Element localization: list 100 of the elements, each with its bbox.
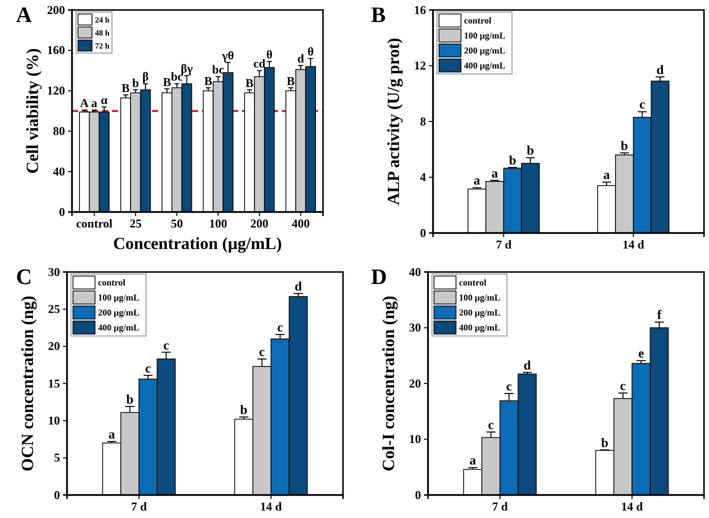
y-tick-label: 25	[48, 302, 60, 316]
annotation: b	[240, 402, 248, 417]
annotation: b	[620, 138, 628, 153]
annotation: b	[526, 142, 534, 158]
chart-title: A	[16, 2, 32, 27]
annotation: θ	[307, 44, 314, 58]
annotation: d	[294, 278, 303, 294]
y-tick-label: 8	[420, 114, 426, 128]
legend-label: 48 h	[95, 28, 110, 38]
legend-label: 100 μg/mL	[98, 292, 140, 302]
x-tick-label: 14 d	[260, 500, 282, 514]
x-tick-label: 14 d	[622, 238, 644, 252]
annotation: b	[601, 434, 608, 450]
annotation: bc	[212, 62, 225, 77]
legend-label: 400 μg/mL	[464, 60, 506, 70]
x-tick-label: 200	[250, 216, 268, 231]
annotation: a	[474, 172, 481, 188]
y-tick-label: 15	[48, 376, 60, 390]
annotation: B	[286, 74, 295, 88]
annotation: b	[132, 76, 140, 90]
y-tick-label: 10	[48, 414, 60, 428]
y-axis-title: ALP activity (U/g prot)	[384, 38, 403, 206]
annotation: c	[639, 96, 646, 112]
x-tick-label: control	[76, 216, 114, 231]
y-tick-label: 10	[409, 432, 421, 446]
annotation: βγ	[180, 62, 194, 76]
legend-label: control	[98, 278, 126, 288]
annotation: β	[142, 70, 149, 84]
annotation: e	[638, 346, 644, 361]
annotation: α	[100, 92, 108, 107]
annotation: b	[126, 392, 134, 407]
y-axis-title: Cell viability (%)	[23, 48, 42, 174]
annotation: B	[246, 76, 254, 90]
legend-label: control	[464, 16, 492, 26]
annotation: c	[506, 378, 512, 394]
x-tick-label: 100	[209, 216, 228, 231]
annotation: B	[162, 74, 171, 89]
legend-label: 100 μg/mL	[459, 292, 500, 302]
annotation: a	[108, 426, 116, 442]
annotation: A	[80, 96, 90, 110]
y-tick-label: 12	[414, 58, 426, 73]
y-tick-label: 40	[409, 264, 421, 279]
x-axis-title: Concentration (μg/mL)	[113, 234, 282, 253]
annotation: f	[657, 307, 662, 322]
annotation: d	[524, 357, 532, 372]
legend-label: control	[459, 278, 487, 288]
y-tick-label: 0	[415, 488, 421, 502]
y-tick-label: 30	[409, 320, 421, 335]
y-tick-label: 30	[48, 264, 60, 279]
annotation: B	[122, 80, 130, 95]
y-tick-label: 20	[409, 376, 421, 390]
annotation: d	[656, 62, 664, 77]
annotation: c	[145, 360, 152, 376]
annotation: d	[297, 52, 304, 66]
y-tick-label: 40	[53, 164, 65, 178]
legend-label: 200 μg/mL	[98, 308, 140, 318]
annotation: a	[469, 452, 476, 468]
x-tick-label: 14 d	[621, 500, 644, 514]
y-axis-title: OCN concentration (ng)	[18, 296, 37, 472]
annotation: γθ	[221, 48, 234, 63]
y-axis-title: Col-I concentration (ng)	[379, 296, 398, 472]
annotation: c	[277, 319, 284, 334]
annotation: c	[259, 344, 266, 359]
annotation: a	[492, 165, 499, 180]
chart-title: D	[371, 264, 387, 289]
y-tick-label: 0	[54, 488, 60, 502]
y-tick-label: 5	[54, 450, 60, 465]
legend-label: 100 μg/mL	[464, 30, 506, 40]
annotation: θ	[266, 48, 272, 62]
annotation: c	[620, 378, 626, 393]
annotation: b	[508, 152, 516, 168]
y-tick-label: 120	[47, 84, 65, 98]
y-tick-label: 160	[47, 43, 65, 58]
chart-title: B	[371, 2, 386, 27]
y-tick-label: 200	[47, 2, 65, 17]
annotation: a	[603, 167, 610, 182]
legend-label: 200 μg/mL	[464, 46, 506, 56]
x-tick-label: 25	[130, 216, 142, 231]
legend-label: 200 μg/mL	[459, 308, 500, 318]
y-tick-label: 80	[53, 124, 65, 138]
legend-label: 400 μg/mL	[459, 322, 500, 332]
x-tick-label: 50	[170, 216, 183, 231]
y-tick-label: 4	[420, 170, 426, 184]
chart-title: C	[16, 264, 32, 289]
y-tick-label: 0	[59, 204, 65, 219]
legend-label: 24 h	[95, 16, 110, 24]
x-tick-label: 7 d	[131, 500, 148, 514]
y-tick-label: 16	[414, 2, 426, 17]
legend-label: 400 μg/mL	[98, 322, 140, 332]
annotation: a	[91, 96, 98, 110]
legend-label: 72 h	[95, 42, 110, 50]
y-tick-label: 20	[48, 339, 60, 354]
y-tick-label: 0	[420, 226, 426, 240]
x-tick-label: 400	[292, 216, 310, 231]
annotation: B	[204, 74, 212, 88]
annotation: c	[488, 417, 494, 432]
annotation: cd	[253, 56, 266, 71]
x-tick-label: 7 d	[496, 238, 512, 252]
x-tick-label: 7 d	[492, 500, 508, 514]
annotation: c	[163, 337, 170, 352]
